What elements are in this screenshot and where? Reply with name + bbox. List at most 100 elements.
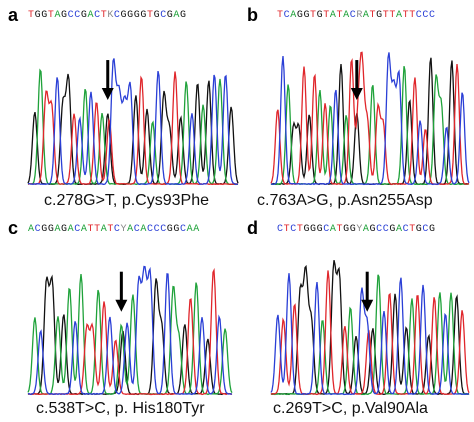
- base-letter: G: [41, 224, 48, 235]
- base-letter: G: [166, 10, 174, 21]
- panel-c: c ACGGAGACATTATCYACACCCGGCAA c.538T>C, p…: [0, 211, 237, 422]
- base-letter: T: [100, 10, 108, 21]
- base-letter: C: [146, 224, 154, 235]
- sequence-text: TCAGGTGTATACRATGTTATTCCC: [277, 11, 436, 21]
- base-letter: A: [362, 10, 370, 21]
- base-letter: K: [107, 10, 114, 21]
- trace-c: [28, 58, 239, 186]
- panel-d: d CTCTGGGCATGGYAGCCGACTGCG c.269T>C, p.V…: [237, 211, 474, 422]
- base-letter: T: [409, 224, 416, 235]
- base-letter: T: [402, 10, 410, 21]
- variant-arrow: [361, 271, 374, 312]
- base-letter: G: [120, 10, 128, 21]
- base-letter: A: [87, 10, 95, 21]
- chromatogram: [27, 58, 239, 186]
- base-letter: T: [28, 10, 35, 21]
- base-letter: A: [28, 224, 35, 235]
- base-letter: A: [80, 224, 88, 235]
- base-letter: T: [389, 10, 396, 21]
- base-letter: A: [290, 10, 297, 21]
- base-letter: G: [415, 224, 423, 235]
- base-letter: G: [61, 224, 68, 235]
- trace-t: [270, 270, 470, 396]
- base-letter: C: [415, 10, 423, 21]
- base-letter: T: [323, 10, 330, 21]
- base-letter: Y: [356, 224, 363, 235]
- sequence-text: TGGTAGCCGACTKCGGGGTGCGAG: [28, 11, 187, 21]
- mutation-caption: c.269T>C, p.Val90Ala: [273, 400, 428, 417]
- trace-a: [270, 66, 470, 186]
- base-letter: C: [74, 10, 81, 21]
- base-letter: G: [429, 224, 436, 235]
- chromatogram: [270, 51, 470, 186]
- base-letter: A: [343, 10, 350, 21]
- base-letter: A: [395, 10, 403, 21]
- base-letter: A: [173, 10, 181, 21]
- variant-arrow: [350, 60, 363, 101]
- base-letter: C: [113, 224, 121, 235]
- chromatogram: [27, 265, 233, 396]
- base-letter: G: [140, 10, 147, 21]
- base-letter: G: [349, 224, 357, 235]
- base-letter: G: [166, 224, 174, 235]
- base-letter: A: [54, 224, 62, 235]
- base-letter: T: [87, 224, 95, 235]
- base-letter: G: [303, 10, 311, 21]
- base-letter: T: [146, 10, 154, 21]
- base-letter: C: [349, 10, 357, 21]
- variant-arrow: [115, 271, 128, 312]
- base-letter: G: [47, 224, 55, 235]
- base-letter: G: [310, 224, 317, 235]
- base-letter: T: [107, 224, 114, 235]
- base-letter: T: [369, 10, 377, 21]
- base-letter: T: [296, 224, 304, 235]
- base-letter: G: [303, 224, 311, 235]
- base-letter: C: [376, 224, 383, 235]
- panel-letter: b: [247, 5, 258, 25]
- base-letter: T: [283, 224, 291, 235]
- base-letter: A: [362, 224, 370, 235]
- trace-c: [270, 273, 470, 396]
- base-letter: C: [422, 224, 430, 235]
- base-letter: G: [173, 224, 181, 235]
- base-letter: T: [336, 224, 344, 235]
- base-letter: C: [133, 224, 141, 235]
- chromatogram: [270, 260, 470, 396]
- base-letter: C: [323, 224, 330, 235]
- base-letter: A: [140, 224, 147, 235]
- base-letter: C: [402, 224, 410, 235]
- panel-b: b TCAGGTGTATACRATGTTATTCCC c.763A>G, p.A…: [237, 0, 474, 211]
- base-letter: C: [382, 224, 390, 235]
- base-letter: T: [310, 10, 317, 21]
- base-letter: G: [389, 224, 396, 235]
- panel-letter: c: [8, 218, 19, 238]
- trace-c: [270, 52, 470, 186]
- base-letter: C: [74, 224, 81, 235]
- base-letter: G: [61, 10, 68, 21]
- base-letter: C: [153, 224, 161, 235]
- base-letter: R: [356, 10, 363, 21]
- base-letter: T: [382, 10, 390, 21]
- trace-a: [27, 274, 233, 396]
- base-letter: Y: [120, 224, 128, 235]
- sequence-text: ACGGAGACATTATCYACACCCGGCAA: [28, 225, 200, 235]
- base-letter: G: [296, 10, 304, 21]
- base-letter: A: [395, 224, 403, 235]
- panel-letter: d: [247, 218, 258, 238]
- base-letter: C: [429, 10, 436, 21]
- base-letter: C: [67, 10, 75, 21]
- base-letter: C: [34, 224, 42, 235]
- panel-letter: a: [8, 5, 19, 25]
- base-letter: T: [336, 10, 344, 21]
- mutation-caption: c.278G>T, p.Cys93Phe: [44, 192, 209, 209]
- base-letter: A: [54, 10, 62, 21]
- base-letter: T: [277, 10, 284, 21]
- base-letter: G: [34, 10, 42, 21]
- base-letter: G: [180, 10, 187, 21]
- mutation-caption: c.538T>C, p. His180Tyr: [36, 400, 205, 417]
- trace-g: [27, 274, 233, 396]
- base-letter: C: [160, 10, 167, 21]
- base-letter: G: [133, 10, 141, 21]
- base-letter: G: [316, 224, 324, 235]
- base-letter: T: [409, 10, 416, 21]
